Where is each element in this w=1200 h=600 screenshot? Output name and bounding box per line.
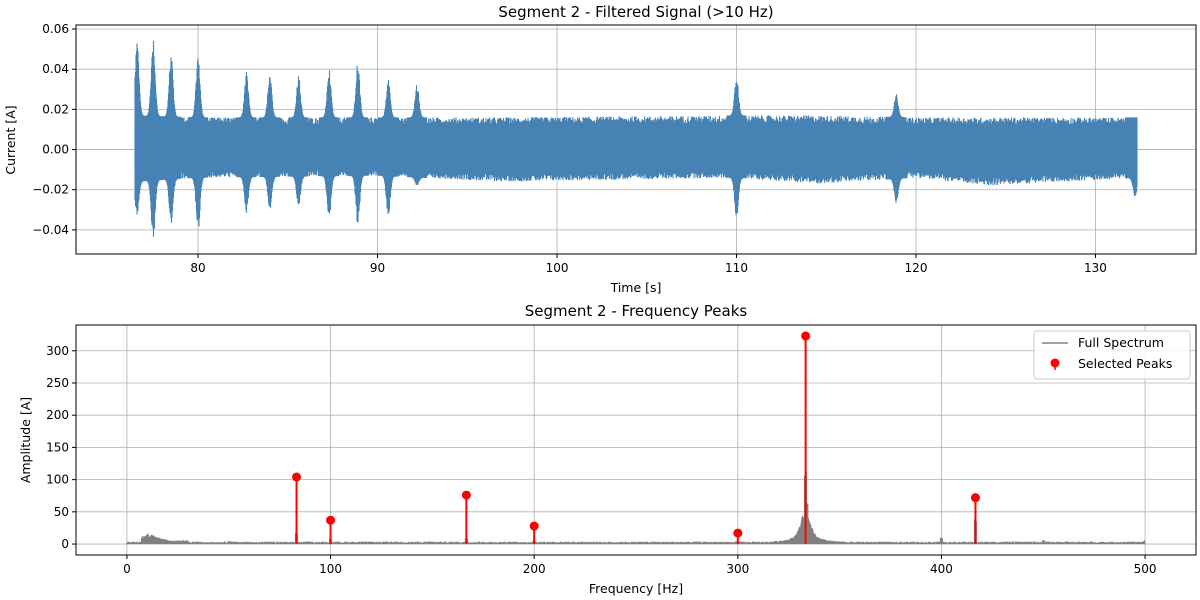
legend-selected-peaks-marker [1050,358,1060,368]
spectrum-grid [76,325,1196,555]
signal-x-axis-label: Time [s] [610,280,662,295]
legend: Full Spectrum Selected Peaks [1033,330,1191,380]
y-tick-label: 200 [46,408,69,422]
y-tick-label: 300 [46,344,69,358]
x-tick-label: 400 [930,562,953,576]
spectrum-y-axis-label: Amplitude [A] [18,397,33,483]
y-tick-label: 0 [61,537,69,551]
peak-marker [529,521,539,531]
legend-box [1033,330,1191,380]
legend-selected-peaks-label: Selected Peaks [1078,356,1172,371]
x-tick-label: 300 [726,562,749,576]
y-tick-label: 0.02 [42,102,69,116]
x-tick-label: 200 [523,562,546,576]
spectrum-panel: Segment 2 - Frequency Peaks 0 100 200 300 40… [18,302,1197,596]
y-tick-label: 100 [46,473,69,487]
signal-series-line [134,40,1138,237]
x-tick-label: 130 [1084,261,1107,275]
peak-marker [461,490,471,500]
signal-panel: Segment 2 - Filtered Signal (>10 Hz) 80 9… [3,3,1197,295]
spectrum-y-ticks: 0 50 100 150 200 250 300 [46,344,76,551]
x-tick-label: 90 [370,261,385,275]
signal-axes-frame [75,24,1197,255]
spectrum-axes-frame [75,324,1197,556]
spectrum-plot-area [126,331,1146,545]
spectrum-x-axis-label: Frequency [Hz] [589,581,683,596]
y-tick-label: 0.00 [42,143,69,157]
x-tick-label: 0 [123,562,131,576]
y-tick-label: 0.06 [42,22,69,36]
x-tick-label: 500 [1134,562,1157,576]
y-tick-label: −0.04 [32,223,69,237]
full-spectrum-line [126,471,1146,544]
signal-y-axis-label: Current [A] [3,105,18,174]
signal-chart-title: Segment 2 - Filtered Signal (>10 Hz) [498,3,773,21]
signal-x-ticks: 80 90 100 110 120 130 [190,254,1107,275]
peak-marker [292,472,302,482]
x-tick-label: 100 [546,261,569,275]
peak-marker [326,515,336,525]
y-tick-label: 0.04 [42,62,69,76]
peak-marker [801,331,811,341]
x-tick-label: 120 [905,261,928,275]
y-tick-label: 250 [46,376,69,390]
x-tick-label: 110 [725,261,748,275]
legend-full-spectrum-label: Full Spectrum [1078,335,1164,350]
x-tick-label: 100 [319,562,342,576]
x-tick-label: 80 [190,261,205,275]
spectrum-chart-title: Segment 2 - Frequency Peaks [525,302,748,320]
peak-marker [733,528,743,538]
y-tick-label: 50 [54,505,69,519]
spectrum-x-ticks: 0 100 200 300 400 500 [123,555,1157,576]
peak-marker [970,493,980,503]
signal-plot-area [134,40,1138,237]
y-tick-label: 150 [46,440,69,454]
y-tick-label: −0.02 [32,183,69,197]
signal-y-ticks: −0.04 −0.02 0.00 0.02 0.04 0.06 [32,22,76,237]
